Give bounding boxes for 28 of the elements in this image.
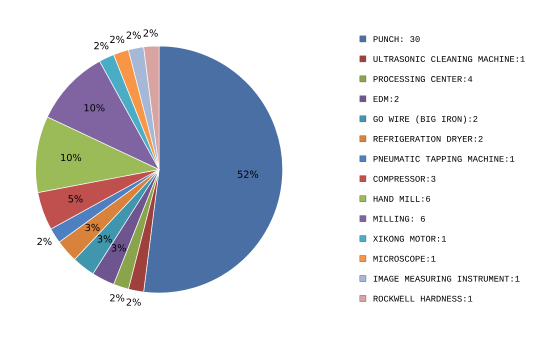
legend-label: IMAGE MEASURING INSTRUMENT:1 (374, 276, 520, 282)
data-label: 5% (68, 195, 83, 202)
legend-label: ROCKWELL HARDNESS:1 (374, 296, 472, 302)
legend-label: PUNCH: 30 (374, 36, 420, 42)
data-label: 52% (238, 170, 258, 178)
legend-label: MICROSCOPE:1 (373, 256, 436, 262)
data-label: 2% (144, 29, 158, 37)
legend-label: GO WIRE (BIG IRON):2 (373, 116, 478, 124)
data-label: 2% (110, 36, 124, 44)
data-label: 10% (84, 104, 105, 112)
data-label: 3% (85, 224, 100, 232)
data-label: 2% (126, 31, 141, 39)
legend-label: XIKONG MOTOR:1 (373, 236, 446, 242)
data-label: 3% (112, 244, 126, 252)
legend-label: REFRIGERATION DRYER:2 (374, 136, 483, 142)
data-label: 2% (126, 298, 141, 306)
data-label: 2% (94, 42, 108, 50)
legend-label: EDM:2 (374, 96, 399, 102)
legend-label: MILLING: 6 (373, 216, 425, 222)
legend-label: COMPRESSOR:3 (373, 176, 436, 182)
legend-label: PROCESSING CENTER:4 (374, 76, 472, 82)
legend-label: ULTRASONIC CLEANING MACHINE:1 (374, 56, 525, 62)
data-label: 2% (110, 294, 124, 302)
data-label: 3% (98, 235, 112, 243)
legend-label: PNEUMATIC TAPPING MACHINE:1 (374, 156, 514, 162)
legend-label: HAND MILL:6 (374, 196, 430, 202)
data-label: 10% (61, 154, 82, 162)
data-label: 2% (37, 238, 52, 246)
